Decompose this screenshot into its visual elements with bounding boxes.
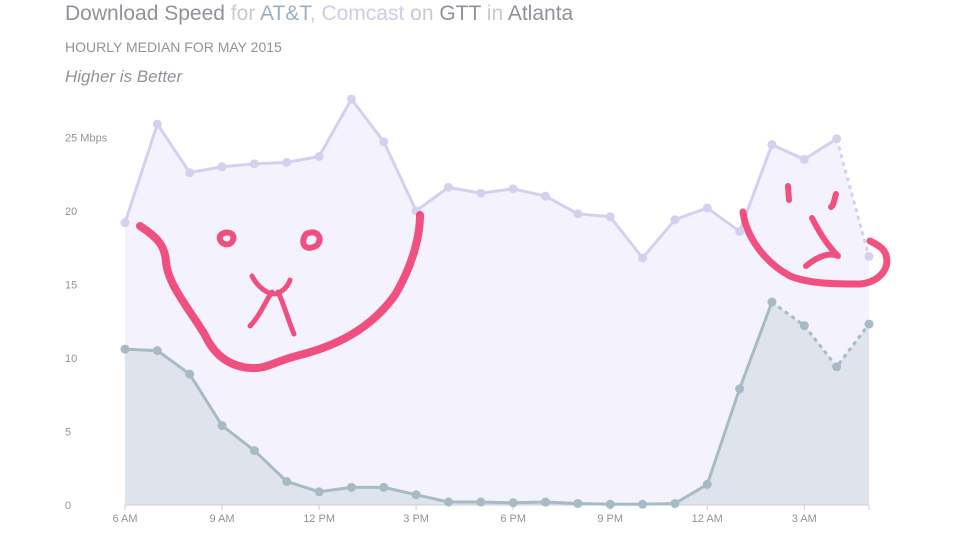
title-gtt: GTT bbox=[439, 2, 481, 25]
point-comcast[interactable] bbox=[443, 182, 453, 192]
point-comcast[interactable] bbox=[152, 119, 162, 129]
point-at-t[interactable] bbox=[767, 297, 777, 307]
chart-subtitle: HOURLY MEDIAN FOR MAY 2015 bbox=[65, 39, 282, 55]
point-at-t[interactable] bbox=[379, 482, 389, 492]
point-at-t[interactable] bbox=[702, 479, 712, 489]
point-at-t[interactable] bbox=[346, 482, 356, 492]
title-comma: , bbox=[309, 2, 322, 25]
point-at-t[interactable] bbox=[832, 362, 842, 372]
series-points bbox=[120, 94, 874, 509]
point-comcast[interactable] bbox=[767, 140, 777, 150]
point-comcast[interactable] bbox=[670, 215, 680, 225]
title-on: on bbox=[404, 2, 440, 25]
point-at-t[interactable] bbox=[411, 490, 421, 500]
title-att: AT&T bbox=[259, 2, 310, 25]
y-tick-label: 15 bbox=[65, 279, 77, 291]
point-comcast[interactable] bbox=[799, 154, 809, 164]
point-at-t[interactable] bbox=[120, 344, 130, 354]
chart-title: Download Speed for AT&T, Comcast on GTT … bbox=[65, 1, 573, 27]
point-at-t[interactable] bbox=[476, 497, 486, 507]
x-tick-label: 12 AM bbox=[692, 513, 723, 525]
doodle-right-eye bbox=[300, 229, 323, 251]
x-tick-label: 3 AM bbox=[792, 513, 817, 525]
doodle-left-whisker-2 bbox=[275, 289, 297, 337]
doodle-right-mouth bbox=[803, 215, 841, 269]
point-comcast[interactable] bbox=[864, 251, 874, 261]
x-tick-label: 6 PM bbox=[500, 513, 526, 525]
point-comcast[interactable] bbox=[282, 157, 292, 167]
doodle-left-eye bbox=[216, 229, 237, 248]
point-comcast[interactable] bbox=[605, 212, 615, 222]
point-at-t[interactable] bbox=[638, 499, 648, 509]
doodle-right-right-eye bbox=[828, 191, 839, 210]
point-comcast[interactable] bbox=[120, 218, 130, 228]
x-tick-label: 6 AM bbox=[112, 513, 137, 525]
title-for: for bbox=[224, 2, 260, 25]
point-comcast[interactable] bbox=[217, 162, 227, 172]
doodle-left-mouth bbox=[249, 273, 293, 297]
point-at-t[interactable] bbox=[799, 321, 809, 331]
point-comcast[interactable] bbox=[541, 191, 551, 201]
point-at-t[interactable] bbox=[152, 346, 162, 356]
doodle-left-face-outline bbox=[136, 211, 424, 373]
area-at-t bbox=[125, 302, 869, 505]
y-tick-label: 0 bbox=[65, 500, 71, 512]
point-comcast[interactable] bbox=[832, 134, 842, 144]
y-tick-label: 20 bbox=[65, 206, 77, 218]
point-at-t[interactable] bbox=[735, 384, 745, 394]
point-comcast[interactable] bbox=[379, 137, 389, 147]
point-at-t[interactable] bbox=[217, 421, 227, 431]
point-comcast[interactable] bbox=[346, 94, 356, 104]
y-tick-label: 25 Mbps bbox=[65, 132, 108, 144]
title-metric: Download Speed bbox=[65, 2, 225, 25]
point-at-t[interactable] bbox=[541, 497, 551, 507]
point-at-t[interactable] bbox=[282, 476, 292, 486]
title-comcast: Comcast bbox=[321, 2, 405, 25]
doodle-right-left-eye bbox=[785, 183, 792, 203]
point-comcast[interactable] bbox=[314, 151, 324, 161]
point-comcast[interactable] bbox=[702, 203, 712, 213]
x-tick-label: 9 PM bbox=[597, 513, 623, 525]
point-comcast[interactable] bbox=[476, 188, 486, 198]
y-tick-label: 10 bbox=[65, 353, 77, 365]
cat-doodles bbox=[136, 183, 891, 373]
axes: 6 AM 9 AM 12 PM 3 PM 6 PM 9 PM 12 AM 3 AM 0 5 10 15… bbox=[65, 132, 870, 525]
x-tick-label: 12 PM bbox=[303, 513, 335, 525]
doodle-left-whisker-1 bbox=[247, 289, 275, 329]
point-comcast[interactable] bbox=[508, 184, 518, 194]
y-tick-label: 5 bbox=[65, 426, 71, 438]
doodle-right-face-outline bbox=[739, 208, 891, 288]
point-at-t[interactable] bbox=[443, 497, 453, 507]
point-comcast[interactable] bbox=[735, 226, 745, 236]
x-tick-label: 9 AM bbox=[210, 513, 235, 525]
point-comcast[interactable] bbox=[249, 159, 259, 169]
area-comcast bbox=[125, 99, 869, 505]
point-at-t[interactable] bbox=[185, 369, 195, 379]
title-in: in bbox=[480, 2, 508, 25]
point-at-t[interactable] bbox=[508, 498, 518, 508]
x-tick-label: 3 PM bbox=[403, 513, 429, 525]
point-at-t[interactable] bbox=[573, 499, 583, 509]
point-at-t[interactable] bbox=[605, 499, 615, 509]
title-city: Atlanta bbox=[507, 2, 574, 25]
point-comcast[interactable] bbox=[638, 253, 648, 263]
line-dashed-at-t bbox=[771, 300, 871, 370]
point-at-t[interactable] bbox=[314, 487, 324, 497]
point-at-t[interactable] bbox=[864, 319, 874, 329]
point-at-t[interactable] bbox=[249, 446, 259, 456]
point-at-t[interactable] bbox=[670, 499, 680, 509]
series-areas bbox=[125, 99, 869, 505]
chart-note: Higher is Better bbox=[65, 67, 183, 86]
point-comcast[interactable] bbox=[185, 168, 195, 178]
point-comcast[interactable] bbox=[573, 209, 583, 219]
